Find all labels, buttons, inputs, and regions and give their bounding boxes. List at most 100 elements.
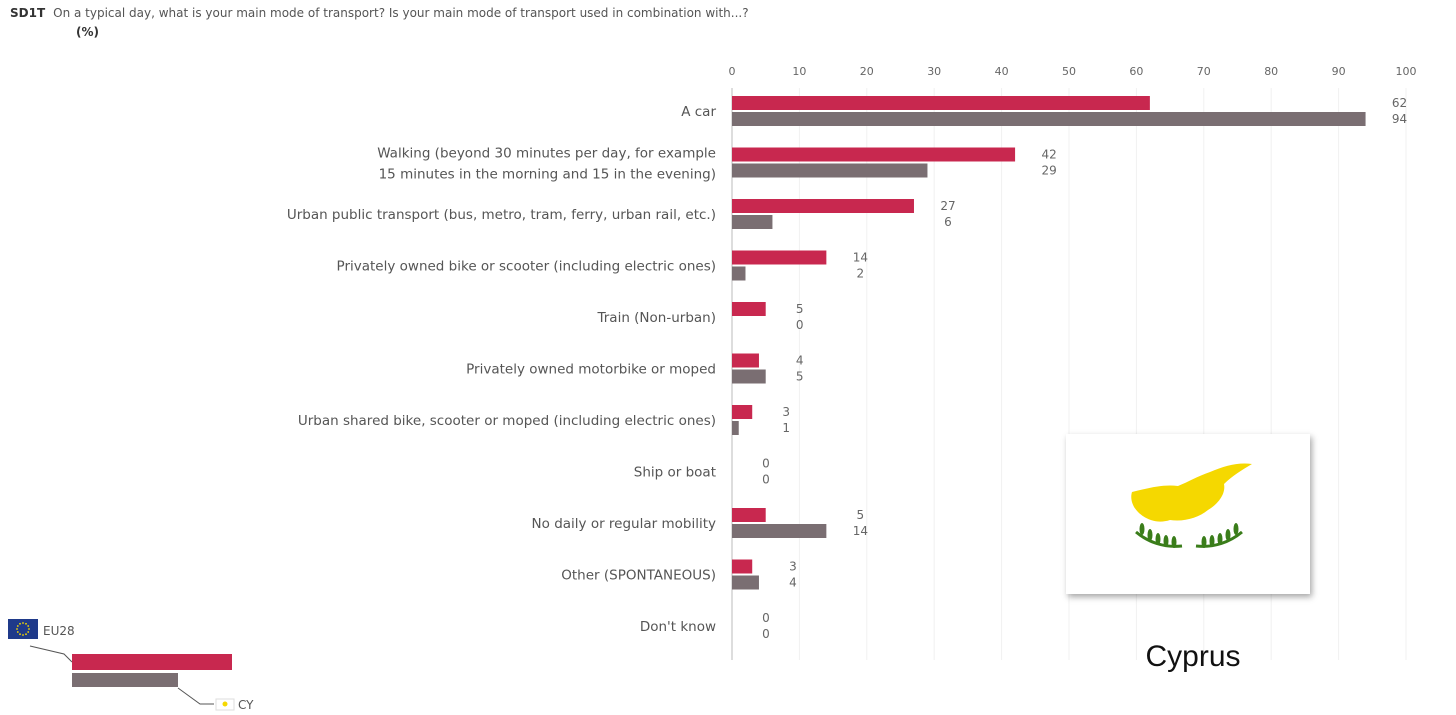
- eu-flag-icon: [8, 619, 38, 639]
- value-label-cy: 1: [782, 421, 790, 435]
- x-tick-label: 10: [792, 65, 806, 78]
- x-tick-label: 60: [1129, 65, 1143, 78]
- country-name: Cyprus: [1145, 640, 1241, 673]
- eu-flag-star: [22, 622, 24, 624]
- value-label-cy: 29: [1041, 164, 1056, 178]
- bar-cy: [732, 421, 739, 435]
- eu-flag-star: [19, 633, 21, 636]
- value-label-eu28: 3: [782, 405, 790, 419]
- bar-eu28: [732, 96, 1150, 110]
- value-label-cy: 94: [1392, 112, 1407, 126]
- legend-eu28-swatch: [72, 654, 232, 670]
- x-tick-label: 100: [1396, 65, 1417, 78]
- value-label-eu28: 14: [853, 251, 868, 265]
- value-label-eu28: 5: [796, 302, 804, 316]
- eu-flag-star: [16, 625, 19, 627]
- bar-eu28: [732, 147, 1016, 162]
- category-label: Privately owned bike or scooter (includi…: [337, 259, 716, 275]
- bar-cy: [732, 524, 827, 538]
- bar-cy: [732, 112, 1366, 126]
- eu-flag-star: [25, 622, 27, 625]
- flag-leaf: [1147, 529, 1153, 541]
- bar-eu28: [732, 559, 753, 574]
- bar-cy: [732, 369, 766, 384]
- cyprus-flag-icon: [1131, 463, 1252, 548]
- unit-label: (%): [76, 25, 99, 39]
- flag-leaf: [1201, 536, 1207, 548]
- value-label-eu28: 27: [940, 199, 955, 213]
- category-label: Ship or boat: [634, 465, 716, 481]
- value-label-eu28: 42: [1041, 148, 1056, 162]
- eu-flag-star: [16, 628, 18, 630]
- cy-flag-island: [222, 701, 228, 707]
- bar-eu28: [732, 405, 753, 419]
- eu-flag-star: [25, 633, 27, 636]
- value-label-cy: 0: [796, 318, 804, 332]
- country-flag-card: [1066, 434, 1310, 594]
- value-label-cy: 14: [853, 524, 868, 538]
- value-label-cy: 6: [944, 215, 952, 229]
- bar-cy: [732, 266, 746, 281]
- legend-cy-swatch: [72, 673, 178, 687]
- value-label-cy: 5: [796, 370, 804, 384]
- legend-eu-connector: [29, 645, 73, 663]
- flag-leaf: [1233, 523, 1239, 535]
- category-label: Other (SPONTANEOUS): [561, 568, 716, 584]
- legend-cy-connector: [177, 687, 214, 705]
- value-label-eu28: 0: [762, 457, 770, 471]
- x-tick-label: 20: [860, 65, 874, 78]
- bar-eu28: [732, 302, 766, 316]
- value-label-eu28: 62: [1392, 96, 1407, 110]
- category-label: Urban public transport (bus, metro, tram…: [287, 207, 716, 223]
- x-tick-label: 70: [1197, 65, 1211, 78]
- flag-leaf: [1139, 523, 1145, 535]
- flag-leaf: [1155, 533, 1161, 545]
- value-label-eu28: 4: [796, 354, 804, 368]
- x-tick-label: 0: [729, 65, 736, 78]
- flag-leaf: [1163, 535, 1169, 547]
- legend-eu-label: EU28: [43, 624, 75, 638]
- bar-eu28: [732, 508, 766, 522]
- x-tick-label: 50: [1062, 65, 1076, 78]
- bar-eu28: [732, 199, 914, 213]
- category-label: Walking (beyond 30 minutes per day, for …: [377, 146, 716, 162]
- value-label-cy: 0: [762, 473, 770, 487]
- value-label-cy: 4: [789, 576, 797, 590]
- eu-flag-star: [27, 625, 30, 627]
- bar-eu28: [732, 250, 827, 265]
- category-label: 15 minutes in the morning and 15 in the …: [379, 167, 716, 183]
- category-label: Privately owned motorbike or moped: [466, 362, 716, 378]
- flag-leaf: [1225, 529, 1231, 541]
- category-label: No daily or regular mobility: [532, 516, 716, 532]
- eu-flag-star: [28, 628, 30, 630]
- bar-eu28: [732, 353, 759, 368]
- x-tick-label: 30: [927, 65, 941, 78]
- value-label-eu28: 0: [762, 611, 770, 625]
- chart-question: SD1T On a typical day, what is your main …: [10, 6, 749, 20]
- value-label-cy: 0: [762, 627, 770, 641]
- flag-island-shape: [1131, 463, 1252, 522]
- question-text: On a typical day, what is your main mode…: [53, 6, 749, 20]
- bar-cy: [732, 215, 773, 229]
- x-tick-label: 40: [995, 65, 1009, 78]
- eu-flag-star: [16, 631, 19, 633]
- eu-flag-star: [19, 622, 21, 625]
- bar-cy: [732, 575, 759, 590]
- legend-cy-label: CY: [238, 698, 254, 712]
- category-label: Urban shared bike, scooter or moped (inc…: [298, 413, 716, 429]
- category-label: Train (Non-urban): [596, 310, 716, 326]
- value-label-eu28: 3: [789, 560, 797, 574]
- x-tick-label: 90: [1332, 65, 1346, 78]
- value-label-eu28: 5: [857, 508, 865, 522]
- value-label-cy: 2: [857, 267, 865, 281]
- category-label: Don't know: [640, 619, 716, 635]
- flag-leaf: [1209, 535, 1215, 547]
- flag-leaf: [1217, 533, 1223, 545]
- bar-cy: [732, 163, 928, 178]
- flag-leaf: [1171, 536, 1177, 548]
- category-label: A car: [681, 104, 716, 120]
- flag-olive-leaves: [1139, 523, 1239, 548]
- x-tick-label: 80: [1264, 65, 1278, 78]
- eu-flag-star: [27, 631, 30, 633]
